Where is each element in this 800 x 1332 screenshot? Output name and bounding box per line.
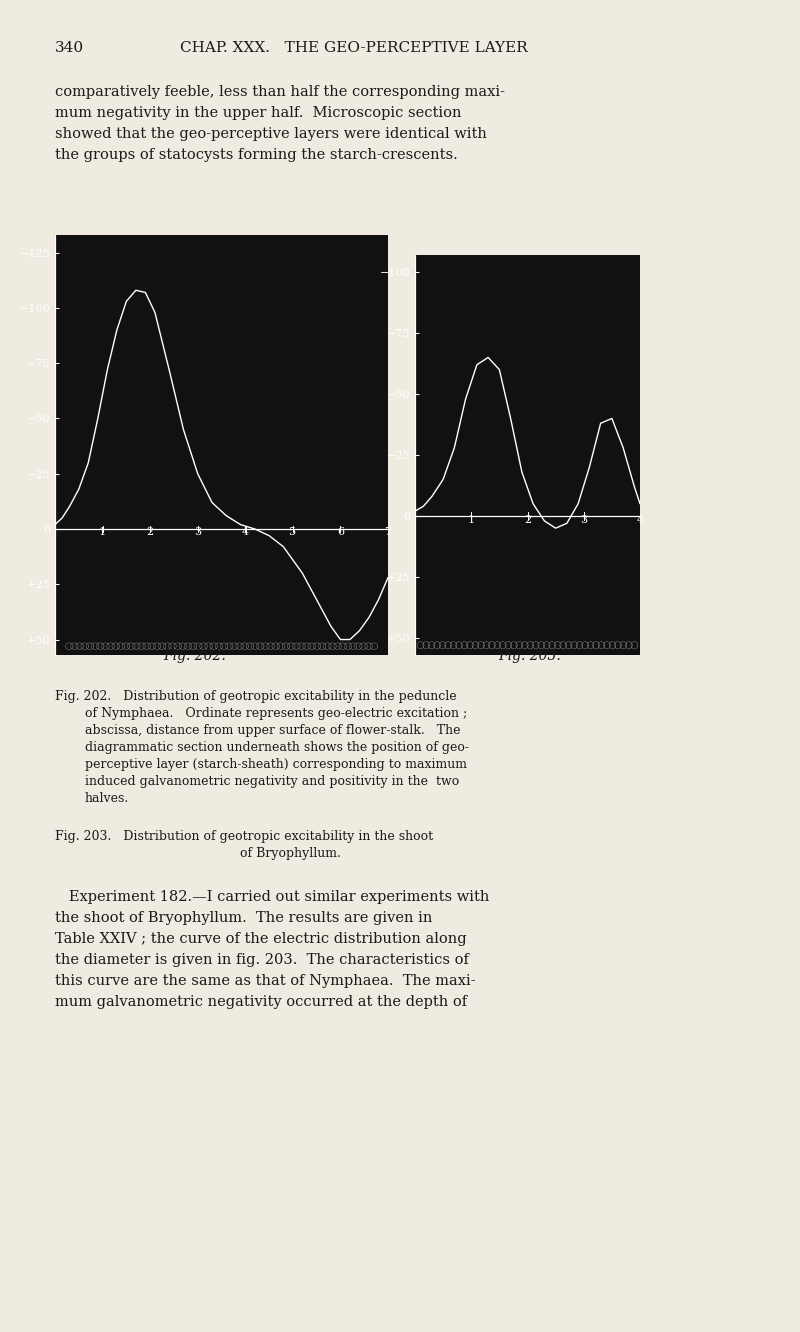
Text: 2: 2 bbox=[146, 526, 154, 537]
Text: comparatively feeble, less than half the corresponding maxi-: comparatively feeble, less than half the… bbox=[55, 85, 505, 99]
Text: 5: 5 bbox=[290, 526, 297, 537]
Text: Fig. 203.: Fig. 203. bbox=[498, 649, 562, 663]
Text: Fig. 203.   Distribution of geotropic excitability in the shoot: Fig. 203. Distribution of geotropic exci… bbox=[55, 830, 433, 843]
Text: diagrammatic section underneath shows the position of geo-: diagrammatic section underneath shows th… bbox=[85, 741, 469, 754]
Text: of Nymphaea.   Ordinate represents geo-electric excitation ;: of Nymphaea. Ordinate represents geo-ele… bbox=[85, 707, 467, 721]
Text: halves.: halves. bbox=[85, 793, 130, 805]
Text: 7: 7 bbox=[385, 526, 391, 537]
Text: Experiment 182.—I carried out similar experiments with: Experiment 182.—I carried out similar ex… bbox=[55, 890, 490, 904]
Text: of Bryophyllum.: of Bryophyllum. bbox=[240, 847, 341, 860]
Text: showed that the geo-perceptive layers were identical with: showed that the geo-perceptive layers we… bbox=[55, 127, 487, 141]
Text: 6: 6 bbox=[337, 526, 344, 537]
Text: mum galvanometric negativity occurred at the depth of: mum galvanometric negativity occurred at… bbox=[55, 995, 467, 1010]
Text: mum negativity in the upper half.  Microscopic section: mum negativity in the upper half. Micros… bbox=[55, 107, 462, 120]
Text: 1: 1 bbox=[468, 514, 475, 525]
Text: 3: 3 bbox=[194, 526, 202, 537]
Text: the diameter is given in fig. 203.  The characteristics of: the diameter is given in fig. 203. The c… bbox=[55, 952, 469, 967]
Text: 2: 2 bbox=[524, 514, 531, 525]
Text: the shoot of Bryophyllum.  The results are given in: the shoot of Bryophyllum. The results ar… bbox=[55, 911, 432, 924]
Text: induced galvanometric negativity and positivity in the  two: induced galvanometric negativity and pos… bbox=[85, 775, 459, 789]
Text: 4: 4 bbox=[242, 526, 249, 537]
Text: 3: 3 bbox=[580, 514, 587, 525]
Text: perceptive layer (starch-sheath) corresponding to maximum: perceptive layer (starch-sheath) corresp… bbox=[85, 758, 467, 771]
Text: abscissa, distance from upper surface of flower-stalk.   The: abscissa, distance from upper surface of… bbox=[85, 725, 461, 737]
Text: Fig. 202.   Distribution of geotropic excitability in the peduncle: Fig. 202. Distribution of geotropic exci… bbox=[55, 690, 457, 703]
Text: this curve are the same as that of Nymphaea.  The maxi-: this curve are the same as that of Nymph… bbox=[55, 974, 476, 988]
Text: 340: 340 bbox=[55, 41, 84, 55]
Text: CHAP. XXX.   THE GEO-PERCEPTIVE LAYER: CHAP. XXX. THE GEO-PERCEPTIVE LAYER bbox=[180, 41, 528, 55]
Text: 4: 4 bbox=[637, 514, 643, 525]
Text: the groups of statocysts forming the starch-crescents.: the groups of statocysts forming the sta… bbox=[55, 148, 458, 163]
Text: Fig. 202.: Fig. 202. bbox=[164, 649, 226, 663]
Text: 1: 1 bbox=[99, 526, 106, 537]
Text: Table XXIV ; the curve of the electric distribution along: Table XXIV ; the curve of the electric d… bbox=[55, 932, 466, 946]
